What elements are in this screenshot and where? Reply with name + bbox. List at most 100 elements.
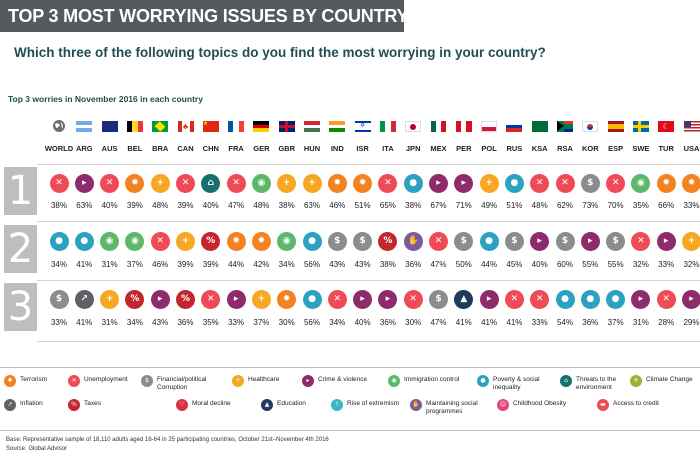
money-hand-icon: $ — [141, 375, 153, 387]
value-label: 47% — [228, 201, 245, 210]
person-icon: ◉ — [388, 375, 400, 387]
country-code: SWE — [632, 144, 650, 153]
briefcase-icon: ✕ — [49, 174, 69, 193]
ambulance-icon: + — [277, 174, 297, 193]
country-code: TUR — [658, 144, 674, 153]
value-label: 31% — [632, 318, 649, 327]
row-divider — [37, 341, 700, 342]
ambulance-icon: + — [479, 174, 499, 193]
legend-divider — [0, 367, 700, 368]
briefcase-icon: ✕ — [176, 174, 195, 193]
value-label: 40% — [202, 201, 219, 210]
value-label: 38% — [379, 260, 396, 269]
briefcase-icon: ✕ — [150, 232, 170, 251]
tax-money-icon: % — [125, 290, 145, 309]
value-label: 67% — [430, 201, 447, 210]
value-label: 43% — [354, 260, 371, 269]
gun-icon: ▸ — [74, 174, 94, 193]
value-label: 34% — [278, 260, 295, 269]
value-label: 46% — [152, 260, 169, 269]
bomb-icon: ✹ — [4, 375, 16, 387]
person-poverty-icon: ● — [504, 174, 524, 193]
value-label: 45% — [506, 260, 523, 269]
person-poverty-icon: ● — [403, 174, 423, 193]
money-hand-icon: $ — [454, 232, 474, 251]
chart-up-icon: ↗ — [74, 290, 94, 309]
person-icon: ◉ — [277, 232, 297, 251]
briefcase-icon: ✕ — [429, 232, 448, 251]
bomb-icon: ✹ — [682, 174, 700, 193]
flag-ind — [329, 121, 346, 132]
flag-rsa — [557, 121, 573, 132]
person-poverty-icon: ● — [302, 232, 322, 251]
tax-money-icon: % — [176, 290, 195, 309]
gun-icon: ▸ — [150, 290, 170, 309]
country-code: HUN — [303, 144, 321, 153]
country-code: MEX — [430, 144, 447, 153]
person-icon: ◉ — [100, 232, 120, 251]
person-poverty-icon: ● — [302, 290, 322, 309]
briefcase-icon: ✕ — [555, 174, 575, 193]
country-code: ISR — [356, 144, 369, 153]
value-label: 34% — [126, 318, 143, 327]
money-hand-icon: $ — [504, 232, 524, 251]
value-label: 29% — [683, 318, 700, 327]
gun-icon: ▸ — [580, 232, 600, 251]
chart-subtitle: Top 3 worries in November 2016 in each c… — [8, 94, 203, 104]
flag-fra — [228, 121, 245, 132]
mortarboard-icon: ▲ — [454, 290, 474, 309]
value-label: 33% — [50, 318, 67, 327]
rank-box-2: 2 — [4, 225, 37, 273]
tax-money-icon: % — [201, 232, 221, 251]
moral-icon: ♡ — [176, 399, 188, 411]
country-code: WORLD — [44, 144, 74, 153]
person-icon: ◉ — [251, 174, 271, 193]
ambulance-icon: + — [302, 174, 322, 193]
briefcase-icon: ✕ — [606, 174, 626, 193]
legend-label: Rise of extremism — [347, 400, 400, 407]
value-label: 33% — [228, 318, 245, 327]
value-label: 36% — [177, 318, 194, 327]
value-label: 40% — [354, 318, 371, 327]
rank-number: 2 — [7, 226, 34, 272]
gun-icon: ▸ — [302, 375, 314, 387]
value-label: 51% — [354, 201, 371, 210]
value-label: 36% — [582, 318, 599, 327]
country-code: PER — [456, 144, 472, 153]
country-code: FRA — [228, 144, 244, 153]
value-label: 30% — [405, 318, 422, 327]
person-poverty-icon: ● — [74, 232, 94, 251]
value-label: 39% — [177, 201, 194, 210]
gun-icon: ▸ — [479, 290, 499, 309]
bomb-icon: ✹ — [277, 290, 297, 309]
rank-number: 3 — [7, 284, 34, 330]
value-label: 39% — [126, 201, 143, 210]
gun-icon: ▸ — [631, 290, 651, 309]
money-hand-icon: $ — [429, 290, 448, 309]
value-label: 40% — [531, 260, 548, 269]
value-label: 38% — [50, 201, 67, 210]
factory-icon: ⌂ — [201, 174, 221, 193]
factory-icon: ⌂ — [560, 375, 572, 387]
country-code: GBR — [278, 144, 296, 153]
value-label: 48% — [531, 201, 548, 210]
footer-divider — [0, 430, 700, 431]
ambulance-icon: + — [176, 232, 195, 251]
value-label: 50% — [455, 260, 472, 269]
ambulance-icon: + — [100, 290, 120, 309]
money-hand-icon: $ — [580, 174, 600, 193]
value-label: 38% — [278, 201, 295, 210]
value-label: 42% — [253, 260, 270, 269]
gun-icon: ▸ — [226, 290, 246, 309]
value-label: 35% — [632, 201, 649, 210]
flag-ita — [379, 121, 396, 132]
tax-money-icon: % — [68, 399, 80, 411]
country-code: USA — [683, 144, 700, 153]
value-label: 32% — [632, 260, 649, 269]
briefcase-icon: ✕ — [530, 290, 550, 309]
country-code: CAN — [177, 144, 194, 153]
person-poverty-icon: ● — [49, 232, 69, 251]
flag-usa — [683, 121, 700, 132]
value-label: 31% — [101, 318, 118, 327]
flag-rus — [506, 121, 523, 132]
